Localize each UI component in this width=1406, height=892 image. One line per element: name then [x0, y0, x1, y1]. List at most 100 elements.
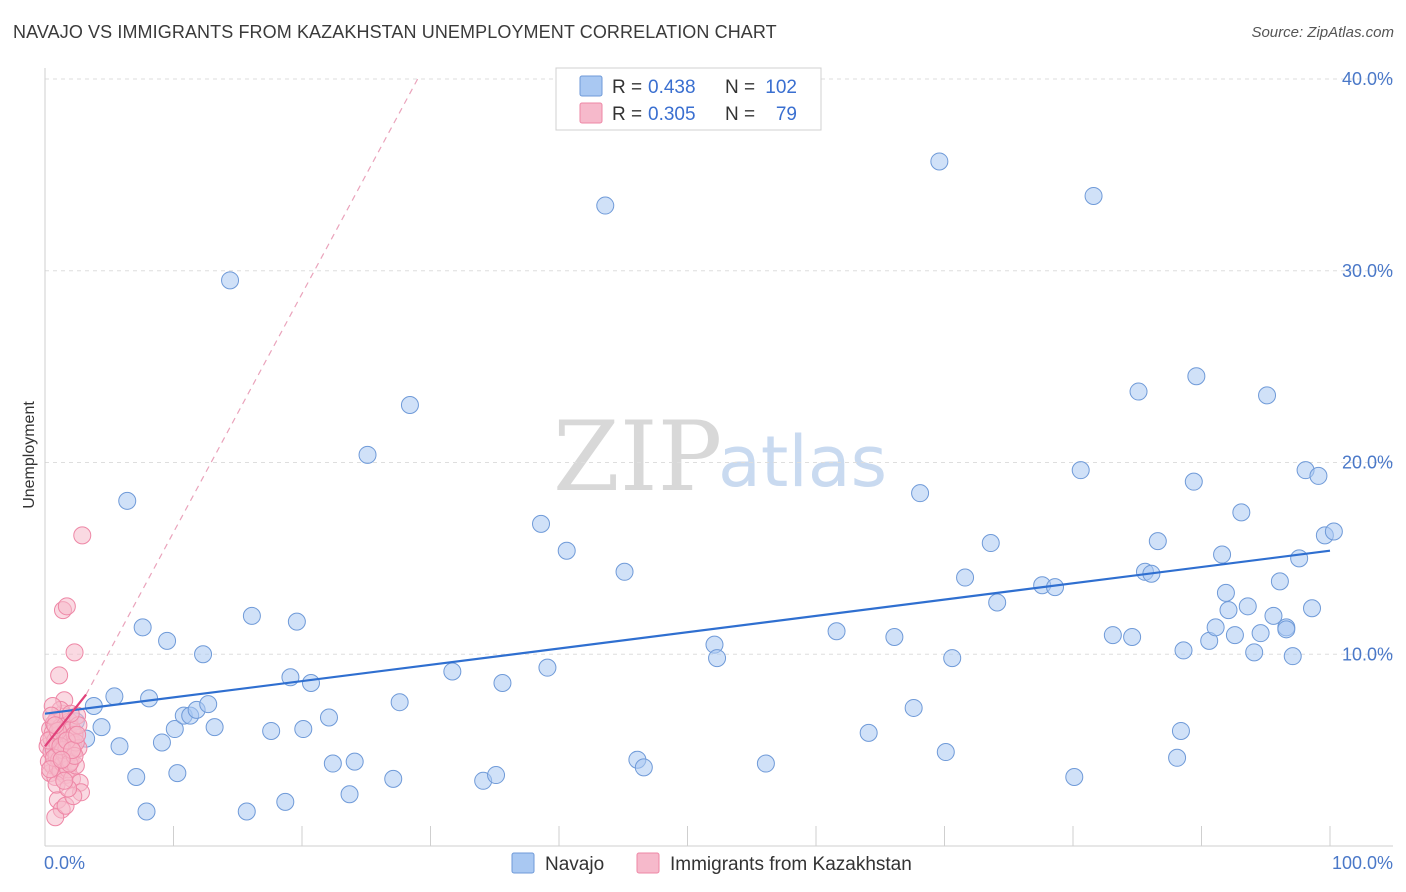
data-point	[1258, 386, 1277, 405]
stats-legend: R = 0.438 N = 102 R = 0.305 N = 79	[555, 67, 822, 131]
legend-n-value: 102	[765, 77, 797, 98]
data-point	[340, 785, 359, 804]
data-point	[262, 721, 281, 740]
data-point	[1213, 545, 1232, 564]
data-point	[538, 658, 557, 677]
data-point	[276, 792, 295, 811]
bottom-legend-kazakhstan: Immigrants from Kazakhstan	[670, 854, 912, 875]
y-axis-label: Unemployment	[21, 401, 38, 509]
data-point	[1103, 626, 1122, 645]
data-point	[152, 733, 171, 752]
data-point	[493, 674, 512, 693]
data-point	[904, 698, 923, 717]
series-kazakhstan	[38, 526, 92, 827]
bottom-legend-swatch-navajo	[511, 852, 535, 874]
legend-r-label: R =	[612, 77, 642, 98]
data-point	[1148, 532, 1167, 551]
data-point	[194, 645, 213, 664]
series-navajo	[43, 152, 1343, 821]
data-point	[221, 271, 240, 290]
data-point	[596, 196, 615, 215]
series-legend: Navajo Immigrants from Kazakhstan	[511, 852, 912, 875]
source-credit: Source: ZipAtlas.com	[1251, 24, 1394, 41]
data-point	[827, 622, 846, 641]
data-point	[1171, 721, 1190, 740]
data-point	[390, 693, 409, 712]
legend-n-label: N =	[725, 104, 755, 125]
data-point	[133, 618, 152, 637]
data-point	[205, 718, 224, 737]
data-point	[55, 771, 74, 790]
data-point	[943, 649, 962, 668]
data-point	[105, 687, 124, 706]
data-point	[50, 666, 69, 685]
data-point	[168, 764, 187, 783]
trend-line	[44, 549, 1331, 715]
data-point	[294, 720, 313, 739]
data-point	[1071, 461, 1090, 480]
watermark-zip: ZIP	[553, 401, 722, 513]
data-point	[1084, 186, 1103, 205]
data-point	[1206, 618, 1225, 637]
data-point	[756, 754, 775, 773]
trend-line	[44, 693, 87, 747]
data-point	[936, 743, 955, 762]
data-point	[615, 562, 634, 581]
data-point	[319, 708, 338, 727]
data-point	[1219, 601, 1238, 620]
data-point	[384, 769, 403, 788]
data-point	[487, 766, 506, 785]
data-point	[532, 514, 551, 533]
data-point	[1270, 572, 1289, 591]
data-point	[165, 720, 184, 739]
data-point	[859, 723, 878, 742]
data-point	[92, 718, 111, 737]
data-point	[1123, 627, 1142, 646]
legend-swatch-kazakhstan	[579, 102, 603, 124]
data-point	[358, 445, 377, 464]
data-point	[988, 593, 1007, 612]
data-point	[1174, 641, 1193, 660]
data-point	[199, 695, 218, 714]
data-point	[1303, 599, 1322, 618]
data-point	[1184, 472, 1203, 491]
trend-line-extension	[85, 78, 419, 695]
watermark-atlas: atlas	[718, 421, 887, 503]
data-point	[1065, 767, 1084, 786]
legend-r-value: 0.438	[648, 77, 696, 98]
data-point	[1245, 643, 1264, 662]
data-point	[1264, 606, 1283, 625]
data-point	[708, 649, 727, 668]
data-point	[137, 802, 156, 821]
data-point	[68, 725, 87, 744]
data-point	[46, 808, 65, 827]
legend-r-value: 0.305	[648, 104, 696, 125]
data-point	[443, 662, 462, 681]
x-tick-labels: 0.0% 100.0%	[44, 853, 1393, 873]
data-point	[1225, 626, 1244, 645]
data-point	[73, 526, 92, 545]
data-point	[345, 752, 364, 771]
data-point	[158, 631, 177, 650]
data-point	[930, 152, 949, 171]
data-point	[1216, 583, 1235, 602]
y-tick-labels: 10.0% 20.0% 30.0% 40.0%	[1342, 69, 1393, 664]
data-point	[237, 802, 256, 821]
data-point	[1283, 647, 1302, 666]
x-tick-label: 0.0%	[44, 853, 85, 873]
data-point	[323, 754, 342, 773]
y-tick-label: 20.0%	[1342, 453, 1393, 473]
data-point	[242, 606, 261, 625]
data-point	[1168, 748, 1187, 767]
bottom-legend-swatch-kazakhstan	[636, 852, 660, 874]
y-tick-label: 40.0%	[1342, 69, 1393, 89]
data-point	[911, 484, 930, 503]
data-point	[57, 597, 76, 616]
y-tick-label: 30.0%	[1342, 261, 1393, 281]
data-point	[1238, 597, 1257, 616]
chart-title: NAVAJO VS IMMIGRANTS FROM KAZAKHSTAN UNE…	[13, 22, 777, 42]
data-point	[41, 760, 60, 779]
data-point	[1290, 549, 1309, 568]
data-point	[287, 612, 306, 631]
data-point	[1187, 367, 1206, 386]
